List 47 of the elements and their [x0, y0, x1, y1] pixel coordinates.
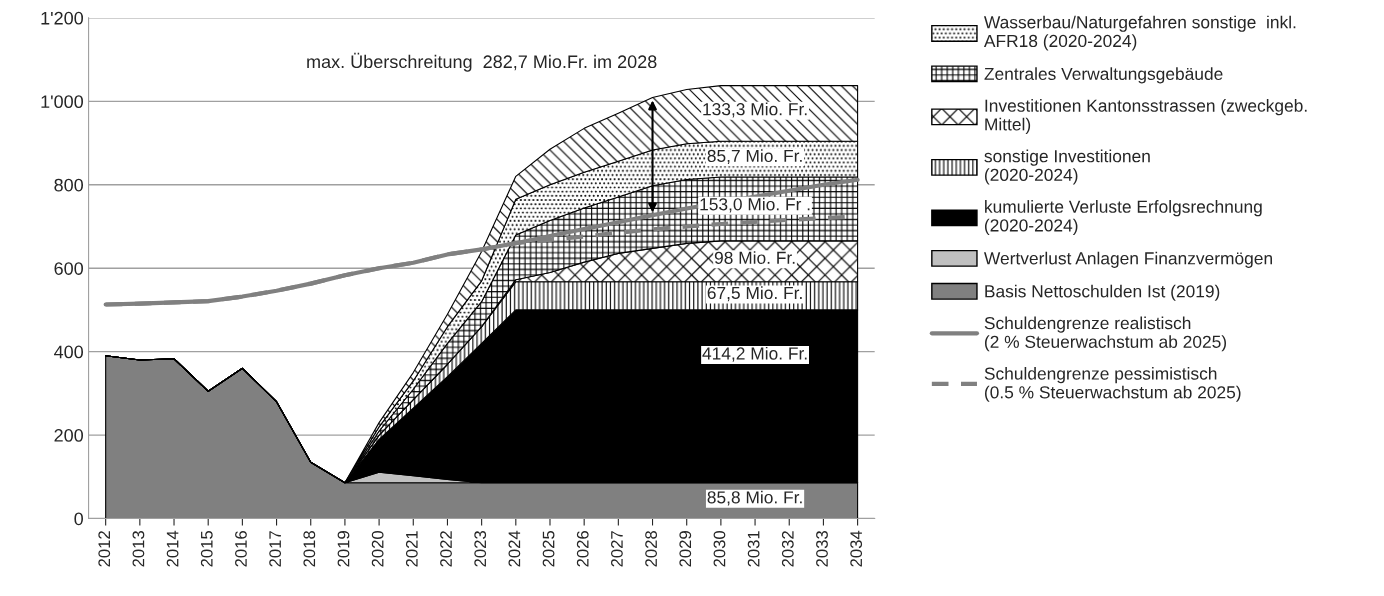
legend-label: Zentrales Verwaltungsgebäude	[984, 67, 1223, 84]
x-tick-label: 2013	[132, 531, 145, 567]
legend-label: Wertverlust Anlagen Finanzvermögen	[983, 251, 1272, 268]
annotation: max. Überschreitung 282,7 Mio.Fr. im 2028	[307, 52, 657, 72]
x-tick-label: 2034	[850, 530, 863, 567]
data-label: 67,5 Mio. Fr.	[707, 286, 802, 302]
x-tick-label: 2012	[98, 531, 111, 567]
data-label: 133,3 Mio. Fr.	[703, 102, 807, 118]
x-tick-label: 2033	[816, 531, 828, 567]
data-label: 153,0 Mio. Fr .	[700, 197, 810, 213]
legend-label: Basis Nettoschulden Ist (2019)	[985, 284, 1220, 301]
x-tick-label: 2025	[542, 531, 555, 567]
data-label: 85,8 Mio. Fr.	[707, 490, 802, 506]
y-tick-label: 400	[54, 345, 84, 359]
x-tick-label: 2014	[166, 530, 179, 567]
legend-label: Investitionen Kantonsstrassen (zweckgeb. Mittel)	[985, 99, 1307, 134]
data-label: 98 Mio. Fr.	[714, 251, 795, 264]
data-label: 414,2 Mio. Fr.	[702, 346, 807, 362]
legend-label: Schuldengrenze pessimistisch (0.5 % Steuerwachstum ab 2025)	[984, 367, 1241, 402]
x-tick-label: 2018	[303, 531, 316, 567]
legend-label: Wasserbau/Naturgefahren sonstige inkl. AFR18 (2020-2024)	[983, 15, 1296, 51]
x-tick-label: 2027	[611, 531, 623, 567]
x-tick-label: 2030	[713, 530, 726, 567]
x-tick-label: 2022	[440, 531, 452, 567]
x-tick-label: 2028	[645, 531, 657, 567]
y-tick-label: 800	[54, 178, 84, 192]
y-tick-label: 1'200	[41, 11, 84, 25]
x-tick-label: 2031	[747, 531, 760, 567]
x-tick-label: 2024	[508, 530, 521, 567]
x-tick-label: 2019	[337, 531, 350, 567]
x-tick-label: 2016	[235, 531, 247, 567]
x-tick-label: 2020	[371, 530, 384, 567]
x-tick-label: 2015	[200, 531, 213, 567]
x-tick-label: 2023	[474, 531, 487, 567]
y-tick-label: 1'000	[41, 95, 84, 109]
legend-label: sonstige Investitionen (2020-2024)	[984, 149, 1150, 185]
x-tick-label: 2029	[679, 531, 692, 567]
x-tick-label: 2032	[781, 531, 794, 567]
legend-label: Schuldengrenze realistisch (2 % Steuerwachstum ab 2025)	[984, 316, 1227, 352]
x-tick-label: 2021	[405, 531, 418, 567]
x-tick-label: 2017	[269, 531, 282, 567]
y-tick-label: 200	[54, 429, 84, 442]
data-label: 85,7 Mio. Fr.	[707, 149, 802, 165]
legend-label: kumulierte Verluste Erfolgsrechnung (2020-2024)	[984, 200, 1262, 235]
x-tick-label: 2026	[576, 531, 589, 567]
y-tick-label: 600	[54, 262, 84, 275]
y-tick-label: 0	[74, 512, 84, 526]
